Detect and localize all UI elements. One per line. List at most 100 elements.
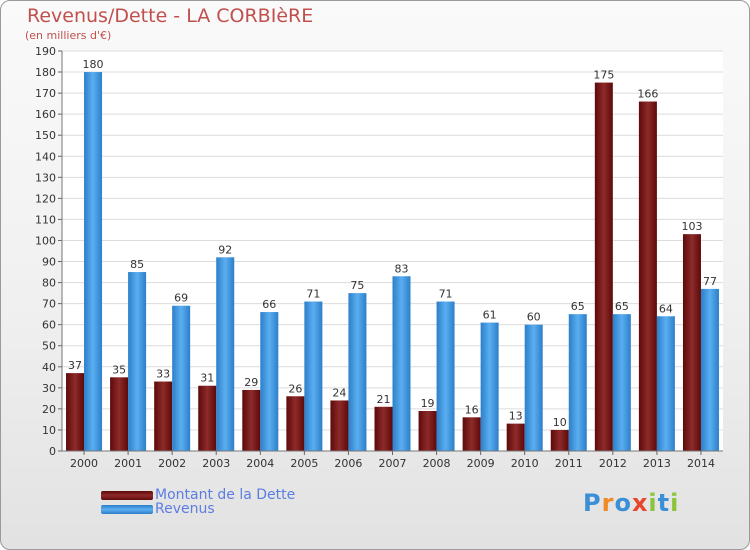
data-label-dette: 175 xyxy=(593,69,614,82)
legend-label-revenus: Revenus xyxy=(155,501,215,517)
data-label-revenus: 61 xyxy=(483,309,497,322)
bar-revenus xyxy=(348,293,367,451)
bar-revenus xyxy=(84,72,103,451)
bar-revenus xyxy=(568,314,587,451)
x-tick-label: 2007 xyxy=(379,457,407,470)
data-label-revenus: 77 xyxy=(703,275,717,288)
data-label-dette: 10 xyxy=(553,416,567,429)
x-tick-label: 2003 xyxy=(202,457,230,470)
bar-revenus xyxy=(436,301,455,451)
x-tick-label: 2009 xyxy=(467,457,495,470)
proxiti-logo: Proxiti xyxy=(583,489,679,517)
data-label-revenus: 65 xyxy=(615,300,629,313)
y-tick-label: 30 xyxy=(42,382,56,395)
legend-label-dette: Montant de la Dette xyxy=(155,487,296,503)
data-label-revenus: 92 xyxy=(218,243,232,256)
data-label-revenus: 180 xyxy=(83,58,104,71)
y-tick-label: 40 xyxy=(42,361,56,374)
y-tick-label: 130 xyxy=(35,171,56,184)
bar-dette xyxy=(638,101,657,452)
bar-dette xyxy=(550,429,569,451)
y-tick-label: 160 xyxy=(35,108,56,121)
y-tick-label: 120 xyxy=(35,192,56,205)
data-label-revenus: 71 xyxy=(306,288,320,301)
data-label-dette: 19 xyxy=(421,397,435,410)
data-label-revenus: 64 xyxy=(659,302,673,315)
bar-revenus xyxy=(700,288,719,451)
y-tick-label: 80 xyxy=(42,277,56,290)
data-label-dette: 13 xyxy=(509,410,523,423)
x-tick-label: 2005 xyxy=(290,457,318,470)
data-label-dette: 103 xyxy=(681,220,702,233)
logo-letter: o xyxy=(614,489,632,517)
data-label-revenus: 83 xyxy=(395,262,409,275)
bar-revenus xyxy=(128,272,147,451)
data-label-dette: 166 xyxy=(637,88,658,101)
data-label-revenus: 66 xyxy=(262,298,276,311)
logo-letter: x xyxy=(631,489,649,517)
bar-revenus xyxy=(216,257,235,451)
x-tick-label: 2010 xyxy=(511,457,539,470)
logo-letter: P xyxy=(583,489,602,517)
bar-revenus xyxy=(260,312,279,451)
bar-dette xyxy=(66,373,85,451)
y-tick-label: 100 xyxy=(35,234,56,247)
y-tick-label: 110 xyxy=(35,213,56,226)
x-tick-label: 2001 xyxy=(114,457,142,470)
y-tick-label: 20 xyxy=(42,403,56,416)
bar-dette xyxy=(462,417,481,451)
data-label-dette: 35 xyxy=(112,363,126,376)
logo-letter: i xyxy=(670,489,680,517)
bar-revenus xyxy=(304,301,323,451)
y-tick-label: 180 xyxy=(35,66,56,79)
y-tick-label: 70 xyxy=(42,298,56,311)
bar-revenus xyxy=(656,316,675,451)
logo-letter: t xyxy=(657,489,671,517)
bar-revenus xyxy=(392,276,411,451)
data-label-dette: 37 xyxy=(68,359,82,372)
bar-revenus xyxy=(480,322,499,451)
x-tick-label: 2014 xyxy=(687,457,715,470)
data-label-revenus: 75 xyxy=(350,279,364,292)
y-tick-label: 140 xyxy=(35,150,56,163)
y-tick-label: 150 xyxy=(35,129,56,142)
y-tick-label: 60 xyxy=(42,319,56,332)
bar-dette xyxy=(242,389,261,451)
data-label-dette: 31 xyxy=(200,372,214,385)
data-label-dette: 24 xyxy=(332,386,346,399)
y-tick-label: 50 xyxy=(42,340,56,353)
legend-swatch-dette xyxy=(101,491,153,500)
bar-dette xyxy=(330,400,349,451)
data-label-dette: 29 xyxy=(244,376,258,389)
bar-revenus xyxy=(612,314,631,451)
bar-revenus xyxy=(524,324,543,451)
data-label-dette: 16 xyxy=(465,403,479,416)
x-tick-label: 2012 xyxy=(599,457,627,470)
chart-title: Revenus/Dette - LA CORBIèRE xyxy=(27,5,314,27)
bar-dette xyxy=(198,385,217,451)
logo-letter: r xyxy=(601,489,615,517)
x-tick-label: 2002 xyxy=(158,457,186,470)
y-tick-label: 90 xyxy=(42,256,56,269)
bar-dette xyxy=(154,381,173,451)
bar-dette xyxy=(594,82,613,451)
data-label-revenus: 85 xyxy=(130,258,144,271)
data-label-dette: 21 xyxy=(377,393,391,406)
bar-dette xyxy=(418,411,437,451)
y-tick-label: 0 xyxy=(49,445,56,458)
bar-dette xyxy=(682,234,701,451)
data-label-revenus: 60 xyxy=(527,311,541,324)
bar-dette xyxy=(286,396,305,451)
x-tick-label: 2008 xyxy=(423,457,451,470)
x-tick-label: 2004 xyxy=(246,457,274,470)
x-tick-label: 2000 xyxy=(70,457,98,470)
legend-swatch-revenus xyxy=(101,505,153,514)
data-label-revenus: 69 xyxy=(174,292,188,305)
bar-dette xyxy=(110,377,129,451)
y-tick-label: 10 xyxy=(42,424,56,437)
x-tick-label: 2006 xyxy=(334,457,362,470)
x-tick-label: 2013 xyxy=(643,457,671,470)
y-tick-label: 190 xyxy=(35,45,56,58)
